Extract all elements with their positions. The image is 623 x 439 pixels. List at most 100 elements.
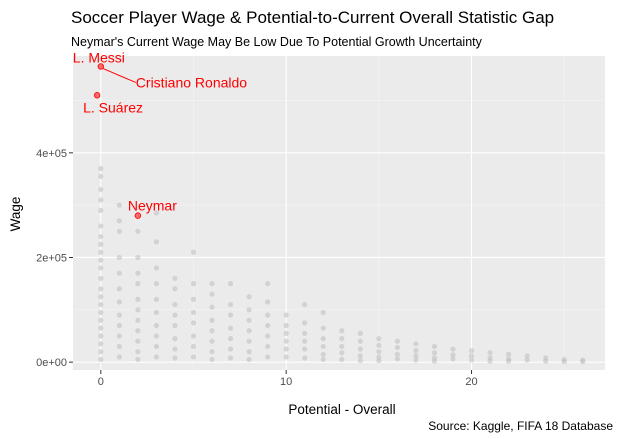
data-point [320, 343, 326, 350]
data-point [172, 336, 178, 342]
y-tick-label: 2e+05 [36, 252, 67, 264]
data-point [172, 312, 178, 318]
data-point [172, 301, 178, 308]
data-point [116, 333, 122, 339]
data-point [283, 330, 289, 336]
data-point [209, 281, 215, 287]
data-point [153, 296, 160, 302]
data-point [543, 358, 549, 364]
data-point [209, 328, 215, 334]
data-point [116, 354, 122, 360]
data-point [265, 322, 271, 329]
data-point [227, 312, 234, 318]
data-point [283, 312, 289, 318]
data-point [376, 354, 382, 360]
data-point [320, 356, 326, 363]
data-point [246, 328, 252, 334]
x-axis-ticks: 0 10 20 [98, 370, 478, 388]
data-point [98, 173, 104, 179]
data-point [153, 309, 160, 316]
y-tick-label: 4e+05 [36, 148, 67, 160]
data-point [283, 354, 289, 360]
data-point [339, 343, 345, 350]
data-point [283, 338, 289, 344]
data-point [153, 343, 160, 350]
highlight-label: L. Messi [73, 49, 125, 65]
data-point [153, 333, 160, 339]
x-tick-label: 20 [465, 376, 477, 388]
data-point [413, 348, 419, 354]
data-point [190, 320, 197, 326]
data-point [227, 281, 234, 287]
data-point [116, 228, 122, 234]
data-point [98, 275, 104, 282]
data-point [450, 346, 456, 352]
data-point [506, 358, 512, 364]
data-point [209, 349, 215, 355]
data-point [265, 299, 271, 305]
data-point [153, 210, 160, 216]
data-point [135, 228, 141, 234]
data-point [320, 351, 326, 357]
data-point [265, 281, 271, 287]
data-point [413, 357, 419, 363]
data-point [265, 343, 271, 350]
data-point [98, 333, 104, 339]
data-point [135, 338, 141, 344]
data-point [246, 338, 252, 344]
data-point [302, 338, 308, 344]
data-point [431, 358, 438, 364]
y-tick-label: 0e+00 [36, 357, 67, 369]
highlight-label: Cristiano Ronaldo [136, 74, 247, 90]
data-point [320, 325, 326, 331]
data-point [98, 294, 104, 300]
x-axis-title: Potential - Overall [288, 402, 395, 417]
data-point [98, 257, 104, 263]
data-point [431, 343, 438, 350]
data-point [227, 355, 234, 361]
data-point [431, 350, 438, 356]
data-point [227, 346, 234, 352]
data-point [468, 348, 475, 354]
data-point [561, 359, 567, 365]
data-point [135, 254, 141, 261]
data-point [98, 207, 104, 213]
data-point [413, 353, 419, 359]
data-point [394, 351, 400, 357]
data-point [265, 333, 271, 339]
data-point [227, 301, 234, 308]
data-point [265, 354, 271, 360]
data-point [339, 336, 345, 342]
data-point [135, 296, 141, 302]
data-point [487, 350, 493, 356]
data-point [116, 286, 122, 292]
data-point [190, 296, 197, 302]
data-point [320, 336, 326, 342]
data-point [190, 354, 197, 360]
data-point [357, 330, 363, 336]
data-point [376, 349, 382, 355]
data-point [172, 275, 178, 282]
data-point [246, 307, 252, 313]
data-point [98, 265, 104, 271]
data-point [357, 353, 363, 359]
data-point [339, 356, 345, 363]
data-point [246, 294, 252, 300]
data-point [172, 346, 178, 352]
data-point [116, 270, 122, 276]
data-point [283, 322, 289, 329]
data-point [376, 336, 382, 342]
chart-caption: Source: Kaggle, FIFA 18 Database [428, 419, 613, 433]
data-point [376, 342, 382, 349]
data-point [468, 357, 475, 363]
data-point [246, 349, 252, 355]
data-point [98, 249, 104, 255]
major-gridlines [73, 56, 605, 370]
highlighted-point [93, 92, 101, 99]
data-point [172, 355, 178, 361]
data-point [246, 317, 252, 323]
data-point [302, 330, 308, 336]
data-point [209, 291, 215, 297]
data-point [209, 317, 215, 323]
data-point [116, 299, 122, 305]
